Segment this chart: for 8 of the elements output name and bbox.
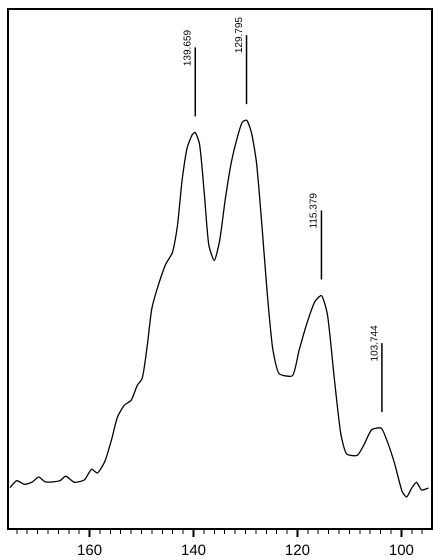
x-tick-label: 160 (77, 542, 102, 559)
x-tick-label: 140 (180, 542, 206, 559)
x-tick-label: 100 (388, 542, 414, 559)
annotation: 129.795 (234, 16, 245, 54)
x-tick-label: 120 (284, 542, 310, 559)
annotation: 103.744 (369, 324, 380, 362)
annotation: 115.379 (308, 192, 320, 228)
annotation: 139.659 (182, 30, 194, 66)
